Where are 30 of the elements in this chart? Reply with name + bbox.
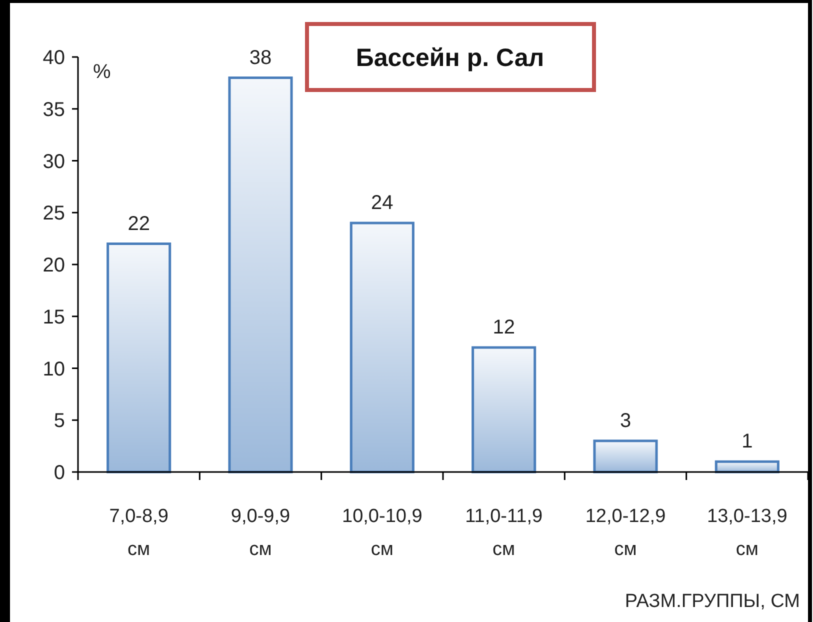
y-tick-label: 25 — [42, 202, 65, 225]
y-tick-label: 20 — [42, 254, 65, 276]
y-tick-label: 35 — [42, 98, 65, 121]
bar — [472, 346, 536, 474]
y-tick-label: 15 — [42, 306, 65, 328]
data-label: 12 — [492, 316, 515, 338]
y-tick-label: 0 — [54, 462, 65, 484]
x-axis-title: РАЗМ.ГРУППЫ, СМ — [624, 591, 800, 612]
y-tick-label: 40 — [42, 47, 65, 69]
x-tick-label: 10,0-10,9 см — [342, 506, 422, 560]
bar — [714, 460, 780, 474]
bar — [106, 242, 172, 474]
x-tick-label: 13,0-13,9 см — [707, 506, 788, 560]
x-tick-label: 12,0-12,9 см — [585, 506, 666, 560]
bar — [350, 222, 414, 474]
bar — [593, 440, 658, 474]
x-tick-label: 11,0-11,9 см — [465, 506, 543, 560]
y-tick-label: 5 — [54, 410, 65, 432]
data-label: 24 — [371, 192, 394, 214]
y-tick-label: 10 — [42, 358, 65, 380]
x-tick-label: 9,0-9,9 см — [230, 506, 290, 560]
y-axis-title: % — [93, 61, 111, 83]
x-tick-label: 7,0-8,9 см — [109, 506, 168, 560]
chart-title: Бассейн р. Сал — [356, 44, 544, 72]
data-label: 38 — [249, 46, 272, 69]
y-tick-label: 30 — [42, 150, 65, 173]
data-label: 3 — [620, 410, 632, 432]
data-label: 1 — [742, 430, 753, 453]
bar — [228, 76, 293, 474]
data-label: 22 — [128, 212, 150, 235]
